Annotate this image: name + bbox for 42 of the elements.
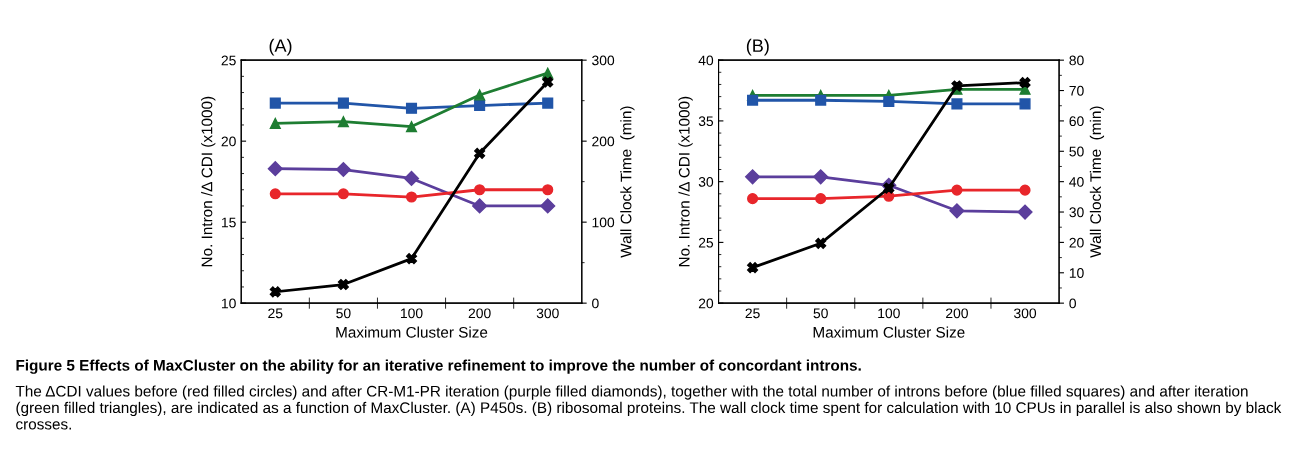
y2-axis-title: Wall Clock Time (min): [1089, 106, 1105, 258]
y2-tick-label: 300: [592, 55, 615, 66]
y-tick-label: 20: [698, 298, 714, 309]
y2-tick-label: 0: [1069, 298, 1076, 309]
y-tick-label: 40: [698, 55, 714, 66]
y2-tick-label: 20: [1069, 237, 1084, 248]
x-tick-label: 200: [946, 308, 968, 319]
chart-title: (B): [746, 38, 769, 56]
x-tick-label: 25: [745, 308, 760, 319]
y2-tick-label: 100: [592, 217, 615, 228]
y2-tick-label: 0: [592, 298, 599, 309]
x-tick-label: 50: [813, 308, 828, 319]
x-tick-label: 50: [336, 308, 351, 319]
y2-tick-label: 10: [1069, 268, 1084, 278]
x-axis-title: Maximum Cluster Size: [336, 326, 488, 338]
x-tick-label: 100: [878, 308, 900, 319]
chart-title: (A): [269, 38, 292, 56]
x-tick-label: 200: [468, 308, 491, 319]
y-tick-label: 25: [698, 237, 714, 248]
y-tick-label: 10: [221, 298, 236, 309]
x-tick-label: 300: [1013, 308, 1037, 319]
caption: Figure 5 Effects of MaxCluster on the ability for an iterative refinement to improve the number of concordant introns.: [16, 359, 861, 374]
y-tick-label: 25: [221, 55, 236, 66]
x-axis-title: Maximum Cluster Size: [813, 326, 965, 338]
y2-tick-label: 50: [1069, 146, 1084, 157]
y2-tick-label: 30: [1069, 207, 1084, 218]
y-tick-label: 30: [698, 176, 714, 187]
y-tick-label: 20: [221, 136, 236, 147]
x-tick-label: 25: [268, 308, 283, 319]
y2-tick-label: 80: [1069, 55, 1084, 66]
y-axis-title: No. Intron /Δ CDI (x1000): [201, 96, 216, 267]
x-tick-label: 300: [536, 308, 559, 319]
text: The ΔCDI values before (red filled circles) and after CR-M1-PR iteration (purple filled diamonds), together with the total number of introns before (blue filled squares) and after iteration (green filled triangles), are indicated as a function of MaxCluster. (A) P450s. (B) ribosomal proteins. The wall clock time spent for calculation with 10 CPUs in parallel is also shown by black crosses.: [15, 385, 1282, 430]
y2-tick-label: 70: [1069, 85, 1084, 96]
y-tick-label: 35: [698, 116, 714, 127]
y2-tick-label: 200: [592, 136, 615, 147]
y-tick-label: 15: [221, 217, 236, 228]
x-tick-label: 100: [400, 308, 423, 319]
y2-tick-label: 60: [1069, 116, 1084, 127]
y-axis-title: No. Intron /Δ CDI (x1000): [678, 96, 693, 267]
y2-axis-title: Wall Clock Time (min): [620, 106, 635, 258]
y2-tick-label: 40: [1069, 176, 1084, 187]
